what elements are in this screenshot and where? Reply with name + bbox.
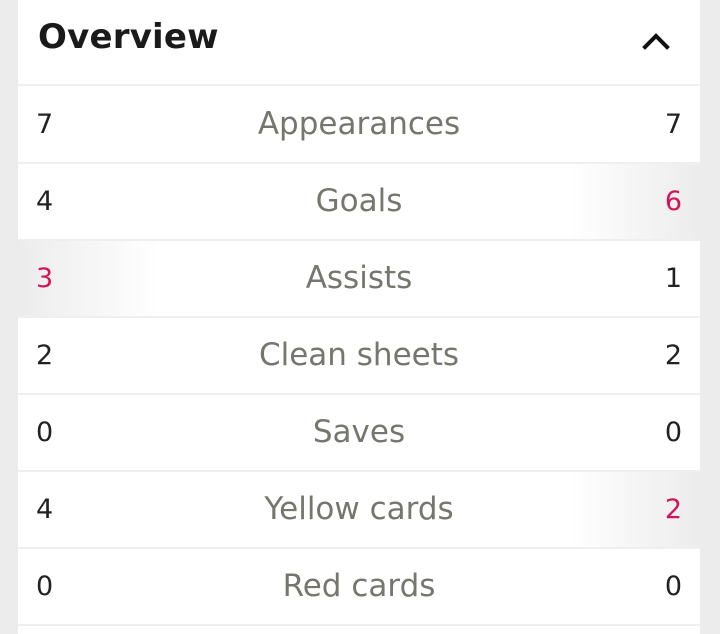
- stat-row-appearances: 7 Appearances 7: [18, 87, 700, 164]
- stat-left-value: 0: [36, 571, 54, 602]
- stat-row-clean-sheets: 2 Clean sheets 2: [18, 318, 700, 395]
- chevron-up-icon: [642, 33, 670, 50]
- section-title: Overview: [38, 17, 219, 57]
- stat-label: Saves: [312, 414, 406, 450]
- stat-left-value: 2: [36, 340, 54, 371]
- stat-left-value: 7: [36, 109, 54, 140]
- stat-label: Red cards: [282, 568, 436, 604]
- stat-right-value: 2: [664, 494, 682, 525]
- stat-right-value: 7: [664, 109, 682, 140]
- stat-left-value: 3: [36, 263, 54, 294]
- collapse-button[interactable]: [636, 22, 676, 62]
- stat-right-value: 1: [664, 263, 682, 294]
- stat-row-saves: 0 Saves 0: [18, 395, 700, 472]
- stat-label: Appearances: [257, 106, 461, 142]
- stat-row-assists: 3 Assists 1: [18, 241, 700, 318]
- stat-row-goals: 4 Goals 6: [18, 164, 700, 241]
- stat-row-red-cards: 0 Red cards 0: [18, 549, 700, 626]
- overview-header[interactable]: Overview: [18, 0, 700, 86]
- stat-right-value: 6: [664, 186, 682, 217]
- leader-shade: [18, 241, 158, 316]
- stat-left-value: 0: [36, 417, 54, 448]
- stat-label: Clean sheets: [258, 337, 460, 373]
- overview-card: Overview 7 Appearances 7 4 Goals 6 3 Ass…: [18, 0, 700, 634]
- stat-right-value: 2: [664, 340, 682, 371]
- stat-right-value: 0: [664, 571, 682, 602]
- stat-left-value: 4: [36, 186, 54, 217]
- leader-shade: [570, 472, 700, 547]
- stat-row-yellow-cards: 4 Yellow cards 2: [18, 472, 700, 549]
- leader-shade: [570, 164, 700, 239]
- stat-right-value: 0: [664, 417, 682, 448]
- stat-left-value: 4: [36, 494, 54, 525]
